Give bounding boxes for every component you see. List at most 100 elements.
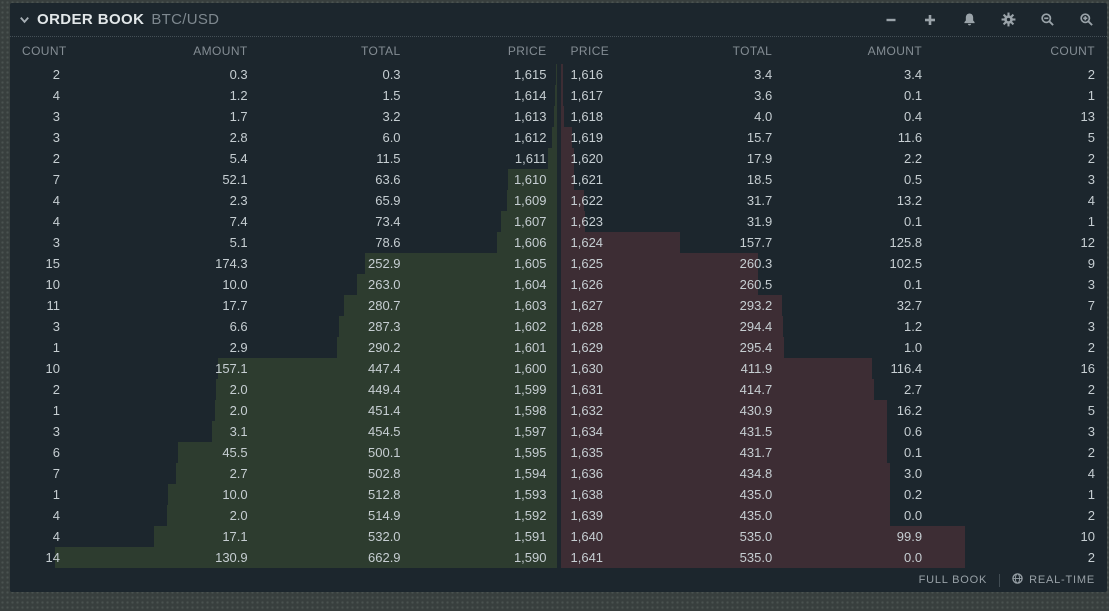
ask-row[interactable]: 1,620 17.9 2.2 2	[560, 148, 1108, 169]
bid-row[interactable]: 3 6.6 287.3 1,602	[10, 316, 557, 337]
bid-row[interactable]: 4 2.3 65.9 1,609	[10, 190, 557, 211]
total-cell: 17.9	[746, 151, 773, 166]
ask-row[interactable]: 1,623 31.9 0.1 1	[560, 211, 1108, 232]
gear-icon[interactable]	[999, 11, 1017, 29]
price-cell: 1,598	[513, 403, 547, 418]
bid-row[interactable]: 3 1.7 3.2 1,613	[10, 106, 557, 127]
bid-row[interactable]: 2 5.4 11.5 1,611	[10, 148, 557, 169]
zoom-out-icon[interactable]	[1038, 11, 1056, 29]
ask-row[interactable]: 1,636 434.8 3.0 4	[560, 463, 1108, 484]
ask-row[interactable]: 1,618 4.0 0.4 13	[560, 106, 1108, 127]
total-cell: 514.9	[368, 508, 401, 523]
full-book-toggle[interactable]: FULL BOOK	[919, 574, 988, 586]
bid-row[interactable]: 4 2.0 514.9 1,592	[10, 505, 557, 526]
ask-row[interactable]: 1,635 431.7 0.1 2	[560, 442, 1108, 463]
bid-row[interactable]: 3 3.1 454.5 1,597	[10, 421, 557, 442]
count-cell: 3	[52, 235, 60, 250]
panel-symbol: BTC/USD	[151, 11, 220, 28]
ask-row[interactable]: 1,639 435.0 0.0 2	[560, 505, 1108, 526]
bid-row[interactable]: 11 17.7 280.7 1,603	[10, 295, 557, 316]
ask-row[interactable]: 1,630 411.9 116.4 16	[560, 358, 1108, 379]
total-cell: 65.9	[375, 193, 401, 208]
total-cell: 435.0	[739, 487, 773, 502]
bid-row[interactable]: 2 2.0 449.4 1,599	[10, 379, 557, 400]
count-cell: 14	[45, 550, 60, 565]
bid-row[interactable]: 7 2.7 502.8 1,594	[10, 463, 557, 484]
bid-row[interactable]: 3 2.8 6.0 1,612	[10, 127, 557, 148]
count-cell: 4	[52, 214, 60, 229]
ask-row[interactable]: 1,634 431.5 0.6 3	[560, 421, 1108, 442]
count-cell: 2	[1087, 340, 1095, 355]
bid-row[interactable]: 7 52.1 63.6 1,610	[10, 169, 557, 190]
amount-cell: 0.1	[904, 445, 923, 460]
bid-row[interactable]: 14 130.9 662.9 1,590	[10, 547, 557, 568]
minus-icon[interactable]	[882, 11, 900, 29]
ask-row[interactable]: 1,617 3.6 0.1 1	[560, 85, 1108, 106]
bid-row[interactable]: 1 2.9 290.2 1,601	[10, 337, 557, 358]
ask-row[interactable]: 1,640 535.0 99.9 10	[560, 526, 1108, 547]
ask-depth-bar	[560, 421, 888, 442]
amount-cell: 2.0	[229, 508, 248, 523]
ask-row[interactable]: 1,619 15.7 11.6 5	[560, 127, 1108, 148]
count-cell: 3	[1087, 319, 1095, 334]
amount-cell: 5.1	[229, 235, 248, 250]
amount-cell: 1.0	[904, 340, 923, 355]
ask-row[interactable]: 1,625 260.3 102.5 9	[560, 253, 1108, 274]
bid-row[interactable]: 10 10.0 263.0 1,604	[10, 274, 557, 295]
chevron-down-icon[interactable]	[18, 13, 31, 26]
price-cell: 1,597	[513, 424, 547, 439]
bell-icon[interactable]	[960, 11, 978, 29]
count-cell: 7	[1087, 298, 1095, 313]
bid-row[interactable]: 1 10.0 512.8 1,593	[10, 484, 557, 505]
bid-depth-bar	[216, 379, 557, 400]
ask-row[interactable]: 1,631 414.7 2.7 2	[560, 379, 1108, 400]
price-cell: 1,616	[570, 67, 604, 82]
amount-cell: 6.6	[229, 319, 248, 334]
amount-cell: 17.7	[222, 298, 248, 313]
total-cell: 294.4	[739, 319, 773, 334]
ask-row[interactable]: 1,627 293.2 32.7 7	[560, 295, 1108, 316]
bid-row[interactable]: 4 1.2 1.5 1,614	[10, 85, 557, 106]
bid-row[interactable]: 1 2.0 451.4 1,598	[10, 400, 557, 421]
bid-row[interactable]: 4 17.1 532.0 1,591	[10, 526, 557, 547]
price-cell: 1,612	[513, 130, 547, 145]
bid-depth-bar	[344, 295, 557, 316]
ask-row[interactable]: 1,624 157.7 125.8 12	[560, 232, 1108, 253]
zoom-in-icon[interactable]	[1077, 11, 1095, 29]
ask-row[interactable]: 1,632 430.9 16.2 5	[560, 400, 1108, 421]
count-cell: 1	[1087, 88, 1095, 103]
ask-row[interactable]: 1,628 294.4 1.2 3	[560, 316, 1108, 337]
bid-row[interactable]: 6 45.5 500.1 1,595	[10, 442, 557, 463]
ask-row[interactable]: 1,638 435.0 0.2 1	[560, 484, 1108, 505]
order-book: COUNT AMOUNT TOTAL PRICE 2 0.3 0.3 1,615 4 1.…	[10, 37, 1107, 568]
ask-row[interactable]: 1,622 31.7 13.2 4	[560, 190, 1108, 211]
bid-depth-bar	[214, 400, 557, 421]
amount-cell: 2.7	[904, 382, 923, 397]
total-cell: 414.7	[739, 382, 773, 397]
order-book-panel: ORDER BOOK BTC/USD	[10, 3, 1107, 592]
ask-row[interactable]: 1,641 535.0 0.0 2	[560, 547, 1108, 568]
price-cell: 1,601	[513, 340, 547, 355]
ask-row[interactable]: 1,621 18.5 0.5 3	[560, 169, 1108, 190]
total-cell: 263.0	[368, 277, 401, 292]
bid-row[interactable]: 15 174.3 252.9 1,605	[10, 253, 557, 274]
realtime-toggle[interactable]: REAL-TIME	[1012, 573, 1095, 587]
count-cell: 6	[52, 445, 60, 460]
ask-row[interactable]: 1,616 3.4 3.4 2	[560, 64, 1108, 85]
amount-cell: 1.7	[229, 109, 248, 124]
ask-row[interactable]: 1,629 295.4 1.0 2	[560, 337, 1108, 358]
plus-icon[interactable]	[921, 11, 939, 29]
bid-row[interactable]: 2 0.3 0.3 1,615	[10, 64, 557, 85]
amount-cell: 52.1	[222, 172, 248, 187]
price-cell: 1,622	[570, 193, 604, 208]
bid-row[interactable]: 10 157.1 447.4 1,600	[10, 358, 557, 379]
price-cell: 1,641	[570, 550, 604, 565]
amount-cell: 2.0	[229, 403, 248, 418]
price-cell: 1,619	[570, 130, 604, 145]
count-cell: 3	[52, 319, 60, 334]
total-cell: 280.7	[368, 298, 401, 313]
amount-cell: 0.1	[904, 214, 923, 229]
bid-row[interactable]: 3 5.1 78.6 1,606	[10, 232, 557, 253]
bid-row[interactable]: 4 7.4 73.4 1,607	[10, 211, 557, 232]
ask-row[interactable]: 1,626 260.5 0.1 3	[560, 274, 1108, 295]
